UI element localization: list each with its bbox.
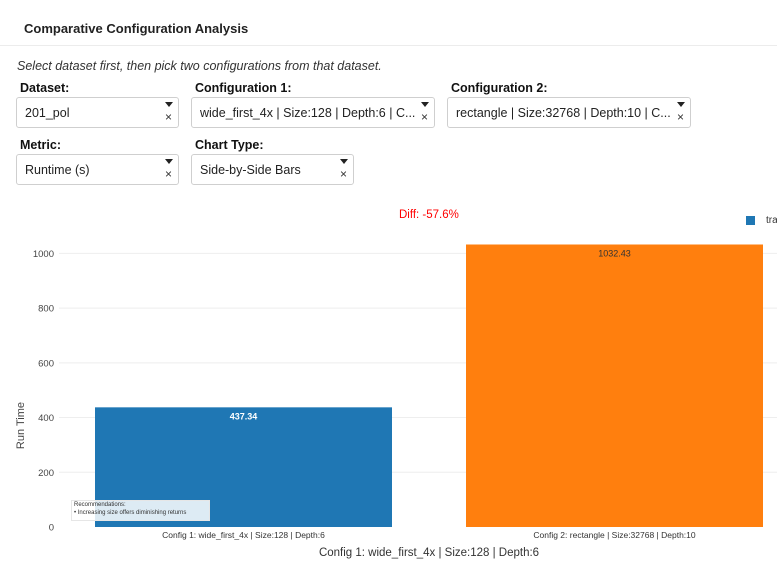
metric-value: Runtime (s) [25, 163, 90, 177]
metric-select[interactable]: Runtime (s) × [16, 154, 179, 185]
clear-icon[interactable]: × [676, 110, 684, 124]
bar-chart[interactable]: 0 200 400 600 800 1000 Run Time 437.34 Config 1:… [0, 195, 777, 573]
x-axis-title: Config 1: wide_first_4x | Size:128 | Dep… [319, 547, 539, 559]
chart-type-select[interactable]: Side-by-Side Bars × [191, 154, 354, 185]
dataset-label: Dataset: [20, 81, 70, 95]
diff-annotation: Diff: -57.6% [399, 209, 459, 221]
recommendation-item: • Increasing size offers diminishing ret… [74, 509, 187, 516]
caret-down-icon[interactable] [165, 102, 173, 107]
config2-value: rectangle | Size:32768 | Depth:10 | C... [456, 106, 671, 120]
metric-label: Metric: [20, 138, 61, 152]
y-tick-label: 400 [38, 413, 54, 424]
legend-swatch[interactable] [746, 216, 755, 225]
page-title: Comparative Configuration Analysis [24, 21, 249, 36]
config1-value: wide_first_4x | Size:128 | Depth:6 | C..… [200, 106, 416, 120]
clear-icon[interactable]: × [164, 110, 172, 124]
clear-icon[interactable]: × [164, 167, 172, 181]
x-tick-label: Config 1: wide_first_4x | Size:128 | Dep… [162, 530, 325, 540]
caret-down-icon[interactable] [677, 102, 685, 107]
dataset-value: 201_pol [25, 106, 70, 120]
caret-down-icon[interactable] [421, 102, 429, 107]
recommendations-title: Recommendations: [74, 502, 126, 508]
y-tick-label: 0 [49, 523, 54, 534]
legend-label[interactable]: tra [766, 215, 777, 226]
y-tick-label: 200 [38, 468, 54, 479]
recommendations-box: Recommendations: • Increasing size offer… [71, 500, 210, 521]
config2-label: Configuration 2: [451, 81, 548, 95]
clear-icon[interactable]: × [420, 110, 428, 124]
y-tick-label: 600 [38, 358, 54, 369]
page-header: Comparative Configuration Analysis [0, 0, 777, 46]
x-tick-label: Config 2: rectangle | Size:32768 | Depth… [533, 530, 696, 540]
instructions-text: Select dataset first, then pick two conf… [17, 59, 382, 73]
caret-down-icon[interactable] [340, 159, 348, 164]
chart-type-value: Side-by-Side Bars [200, 163, 301, 177]
config2-select[interactable]: rectangle | Size:32768 | Depth:10 | C...… [447, 97, 691, 128]
bar-value-label: 437.34 [230, 411, 258, 421]
bar[interactable] [466, 244, 763, 528]
chart-type-label: Chart Type: [195, 138, 264, 152]
bar-value-label: 1032.43 [598, 249, 631, 259]
y-tick-label: 1000 [33, 249, 54, 260]
clear-icon[interactable]: × [339, 167, 347, 181]
y-tick-label: 800 [38, 304, 54, 315]
caret-down-icon[interactable] [165, 159, 173, 164]
y-axis-title: Run Time [15, 402, 27, 449]
config1-label: Configuration 1: [195, 81, 292, 95]
dataset-select[interactable]: 201_pol × [16, 97, 179, 128]
config1-select[interactable]: wide_first_4x | Size:128 | Depth:6 | C..… [191, 97, 435, 128]
